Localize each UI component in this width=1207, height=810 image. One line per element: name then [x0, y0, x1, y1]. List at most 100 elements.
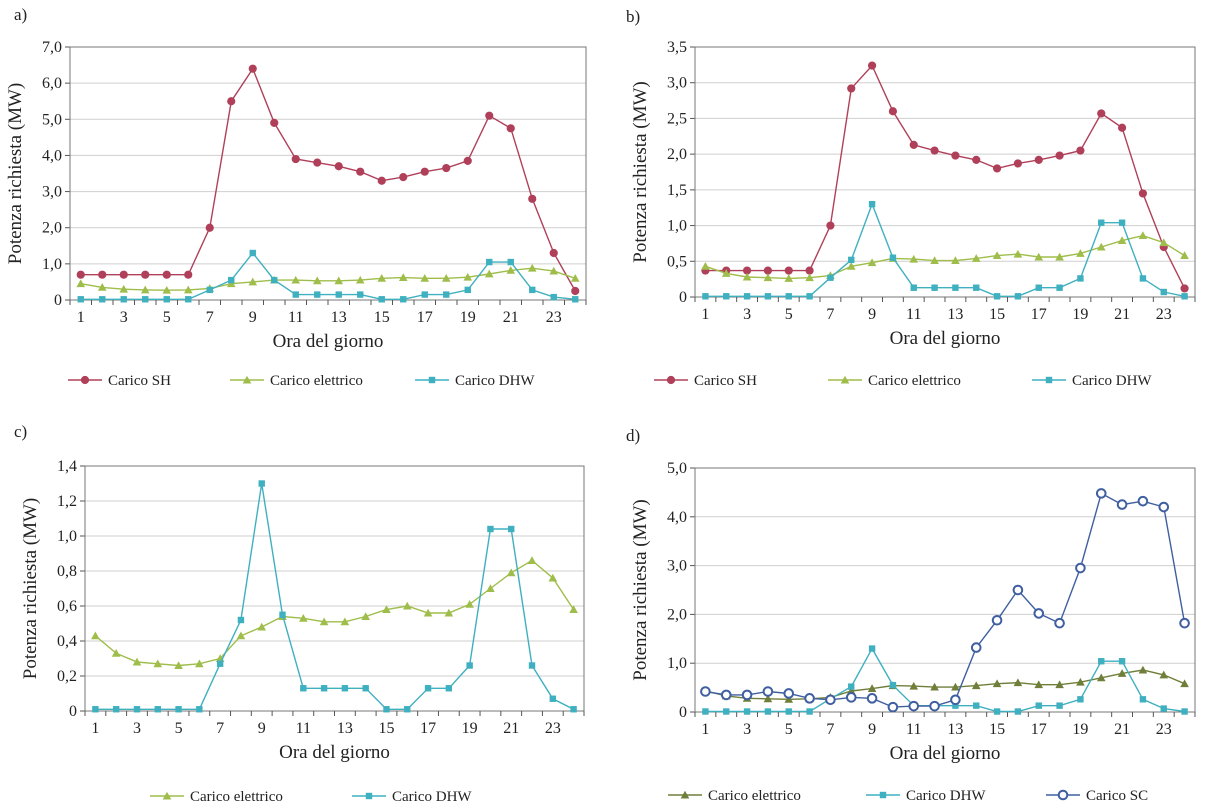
data-point [909, 254, 919, 263]
legend-label: Carico SH [108, 373, 171, 389]
y-tick-label: 2,5 [667, 110, 687, 127]
data-point [889, 254, 897, 261]
data-point [931, 284, 938, 291]
data-point [362, 685, 369, 692]
data-point [464, 286, 471, 294]
x-tick-label: 23 [546, 309, 562, 326]
data-point [930, 682, 939, 691]
data-point [1180, 251, 1189, 260]
x-axis-label: Ora del giorno [890, 743, 1001, 764]
x-tick-label: 17 [417, 309, 433, 326]
y-tick-label: 1,0 [667, 655, 687, 672]
data-point [993, 293, 1001, 300]
legend-marker [80, 375, 90, 385]
data-point [92, 706, 99, 713]
data-point [741, 689, 753, 701]
data-point [721, 269, 731, 277]
data-point [1035, 702, 1042, 709]
data-point [99, 296, 106, 303]
data-point [889, 681, 897, 689]
data-point [279, 611, 286, 618]
data-point [162, 270, 171, 279]
data-point [486, 258, 493, 266]
x-tick-label: 17 [420, 720, 436, 737]
data-point [848, 256, 855, 264]
x-tick-label: 11 [906, 721, 921, 738]
data-point [463, 272, 473, 281]
series-carico-elettrico [91, 556, 578, 669]
data-point [445, 685, 453, 692]
panel-label: c) [14, 422, 27, 441]
legend-item: Carico elettrico [230, 373, 363, 389]
x-tick-label: 21 [503, 309, 519, 326]
data-point [549, 248, 558, 258]
x-tick-label: 9 [258, 720, 266, 737]
data-point [806, 293, 813, 300]
legend-marker [879, 791, 887, 799]
data-point [174, 661, 183, 669]
data-point [119, 270, 128, 279]
data-point [1118, 658, 1126, 665]
data-point [784, 266, 793, 275]
data-point [929, 700, 940, 712]
data-point [1158, 501, 1170, 513]
data-point [313, 158, 322, 167]
data-point [992, 679, 1002, 688]
x-axis-label: Ora del giorno [273, 331, 384, 352]
x-tick-label: 5 [785, 306, 793, 323]
data-point [846, 261, 856, 270]
panel-label: b) [626, 7, 640, 26]
data-point [991, 614, 1003, 626]
data-point [847, 84, 856, 93]
data-point [930, 146, 939, 155]
data-point [195, 659, 204, 668]
x-tick-label: 23 [1156, 306, 1172, 323]
x-tick-label: 1 [91, 720, 99, 737]
data-point [1012, 584, 1024, 596]
series-carico-dhw [702, 645, 1188, 715]
data-point [77, 296, 84, 303]
data-point [1139, 275, 1147, 282]
data-point [1075, 562, 1086, 574]
data-point [236, 631, 246, 640]
data-point [952, 702, 959, 709]
data-point [249, 249, 256, 257]
legend-label: Carico SC [1086, 788, 1148, 804]
x-tick-label: 23 [545, 720, 561, 737]
data-point [1117, 669, 1127, 677]
data-point [484, 269, 494, 278]
y-axis-label: Potenza richiesta (MW) [5, 83, 26, 264]
data-point [271, 276, 278, 284]
legend-label: Carico elettrico [270, 373, 363, 389]
legend-item: Carico elettrico [668, 788, 801, 804]
series-line [80, 267, 576, 291]
x-tick-label: 13 [947, 306, 963, 323]
y-tick-label: 0 [679, 289, 687, 306]
data-point [1076, 677, 1085, 686]
data-point [257, 622, 267, 631]
data-point [992, 164, 1002, 173]
data-point [1034, 252, 1044, 261]
data-point [1014, 708, 1022, 715]
data-point [909, 140, 918, 149]
data-point [420, 167, 429, 176]
data-point [1096, 673, 1106, 682]
data-point [423, 608, 433, 617]
y-axis-label: Potenza richiesta (MW) [630, 81, 651, 262]
x-tick-label: 11 [906, 306, 921, 323]
x-tick-label: 13 [947, 721, 963, 738]
series-carico-elettrico [701, 231, 1189, 282]
data-point [424, 685, 432, 692]
data-point [1098, 658, 1105, 665]
x-tick-label: 3 [743, 306, 751, 323]
y-tick-label: 2,0 [667, 146, 687, 163]
x-tick-label: 7 [216, 720, 224, 737]
data-point [383, 706, 390, 713]
data-point [312, 276, 322, 285]
data-point [76, 270, 85, 279]
legend-item: Carico DHW [866, 788, 986, 804]
data-point [356, 167, 365, 176]
data-point [827, 274, 834, 281]
data-point [723, 708, 730, 715]
y-tick-label: 3,0 [667, 75, 687, 92]
